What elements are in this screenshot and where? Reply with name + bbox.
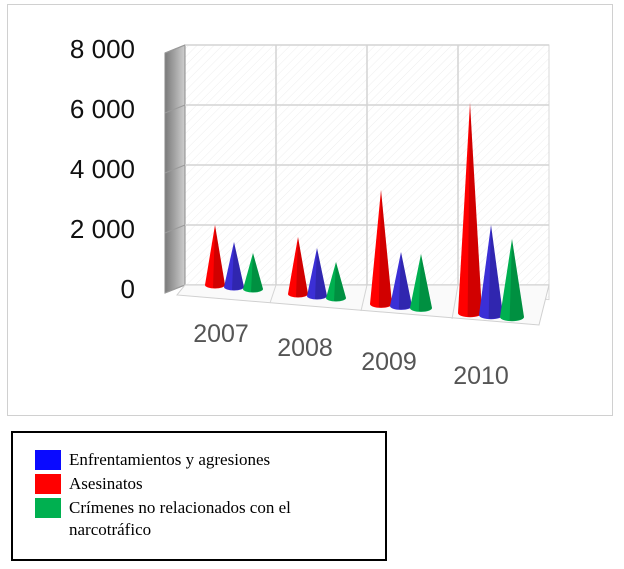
y-tick-label: 2 000	[70, 214, 135, 244]
cone-body	[243, 253, 263, 293]
cone-0-2	[370, 190, 392, 308]
legend-swatch-enfrentamientos	[35, 450, 61, 470]
cone-body	[326, 262, 346, 302]
floor-divider	[451, 284, 459, 320]
cone-shade	[467, 103, 482, 317]
cone-shade	[251, 253, 263, 293]
cone-body	[205, 225, 225, 289]
legend-swatch-crimenes	[35, 498, 61, 518]
cone-shade	[315, 248, 327, 300]
cone-2-3	[500, 239, 524, 322]
y-tick-label: 6 000	[70, 94, 135, 124]
cone-body	[410, 254, 432, 312]
legend-label-enfrentamientos: Enfrentamientos y agresiones	[69, 450, 271, 469]
cone-shade	[334, 262, 346, 302]
cone-body	[307, 248, 327, 300]
cone-body	[390, 252, 412, 310]
cone-1-0	[224, 242, 244, 291]
y-gridline-side	[164, 44, 186, 54]
y-tick-label: 8 000	[70, 34, 135, 64]
cone-1-3	[479, 225, 503, 320]
cone-2-0	[243, 253, 263, 293]
cone-shade	[296, 237, 308, 298]
cone-0-0	[205, 225, 225, 289]
y-gridline-side	[164, 164, 186, 174]
cone-shade	[398, 252, 412, 310]
cone-body	[479, 225, 503, 320]
chart-legend: Enfrentamientos y agresiones Asesinatos …	[11, 431, 387, 561]
cone-shade	[378, 190, 392, 308]
floor-divider	[269, 284, 277, 304]
cone-body	[370, 190, 392, 308]
y-gridline-side	[164, 104, 186, 114]
legend-item-asesinatos: Asesinatos	[35, 473, 369, 495]
cone-1-1	[307, 248, 327, 300]
legend-item-enfrentamientos: Enfrentamientos y agresiones	[35, 449, 369, 471]
x-tick-label: 2010	[453, 362, 509, 390]
cone-shade	[213, 225, 225, 289]
chart-plot: 0 2 000 4 000 6 000 8 000 2007 2008 2009 2010	[70, 34, 550, 390]
legend-item-crimenes: Crímenes no relacionados con el narcotrá…	[35, 497, 369, 541]
cone-0-1	[288, 237, 308, 298]
chart-area: 0 2 000 4 000 6 000 8 000 2007 2008 2009 2010	[7, 4, 613, 416]
cone-2-1	[326, 262, 346, 302]
y-tick-label: 0	[121, 274, 135, 304]
cone-2-2	[410, 254, 432, 312]
cone-shade	[232, 242, 244, 291]
x-tick-label: 2009	[361, 348, 417, 376]
legend-label-crimenes: Crímenes no relacionados con el narcotrá…	[69, 498, 291, 539]
x-tick-label: 2007	[193, 320, 249, 348]
cone-body	[224, 242, 244, 291]
cone-0-3	[458, 103, 482, 318]
cone-body	[458, 103, 482, 318]
cone-1-2	[390, 252, 412, 310]
legend-label-asesinatos: Asesinatos	[69, 474, 143, 493]
y-gridline-side	[164, 284, 186, 294]
cone-body	[288, 237, 308, 298]
y-gridline-side	[164, 224, 186, 234]
legend-swatch-asesinatos	[35, 474, 61, 494]
x-tick-label: 2008	[277, 334, 333, 362]
cone-shade	[418, 254, 432, 312]
y-tick-label: 4 000	[70, 154, 135, 184]
floor-divider	[360, 284, 368, 312]
cone-shade	[488, 225, 503, 319]
cone-body	[500, 239, 524, 322]
cone-shade	[509, 239, 524, 321]
